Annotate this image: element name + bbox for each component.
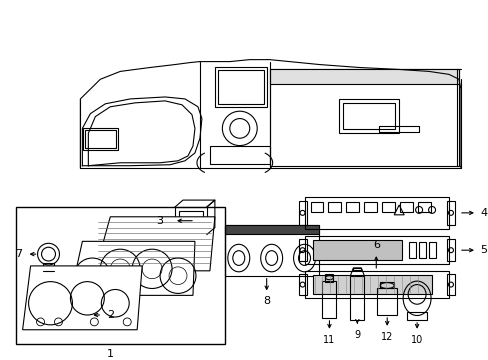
Bar [382,202,394,212]
Text: 2: 2 [106,310,114,320]
Polygon shape [70,241,195,295]
Polygon shape [22,266,142,330]
Bar [446,274,454,295]
Text: 1: 1 [106,349,114,359]
Bar [304,197,448,229]
Bar [218,71,263,104]
Bar [42,263,54,271]
Text: 5: 5 [479,245,487,255]
Bar [224,225,319,234]
Bar [83,129,118,150]
Text: 12: 12 [380,332,393,342]
Bar [310,202,323,212]
Bar [312,240,401,260]
Bar [325,274,333,282]
Bar [224,225,319,276]
Bar [298,239,306,261]
Bar [322,281,336,318]
Bar [380,282,393,288]
Bar [214,67,266,107]
Bar [304,271,448,298]
Text: 3: 3 [156,216,163,226]
Bar [364,202,376,212]
Bar [399,202,412,212]
Text: 11: 11 [323,334,335,345]
Bar [446,239,454,261]
Bar [346,202,359,212]
Bar [269,69,458,166]
Bar [417,202,430,212]
Bar [209,146,269,164]
Text: 9: 9 [353,330,360,340]
Polygon shape [95,217,214,271]
Text: 4: 4 [479,208,487,218]
Bar [85,130,116,148]
Bar [298,201,306,225]
Bar [407,312,426,320]
Bar [269,69,458,84]
Text: 10: 10 [410,334,423,345]
Bar [298,274,306,295]
Bar [175,207,206,234]
Bar [446,201,454,225]
Bar [312,275,431,294]
Bar [353,268,361,270]
Bar [408,242,415,258]
Bar [16,207,224,345]
Text: 6: 6 [372,240,379,250]
Bar [428,242,435,258]
Bar [349,276,364,320]
Bar [418,242,425,258]
Bar [376,288,396,315]
Text: 7: 7 [15,249,22,259]
Bar [339,99,398,133]
Bar [328,202,341,212]
Bar [179,211,203,230]
Bar [304,237,448,264]
Bar [343,103,394,129]
Text: 8: 8 [263,296,270,306]
